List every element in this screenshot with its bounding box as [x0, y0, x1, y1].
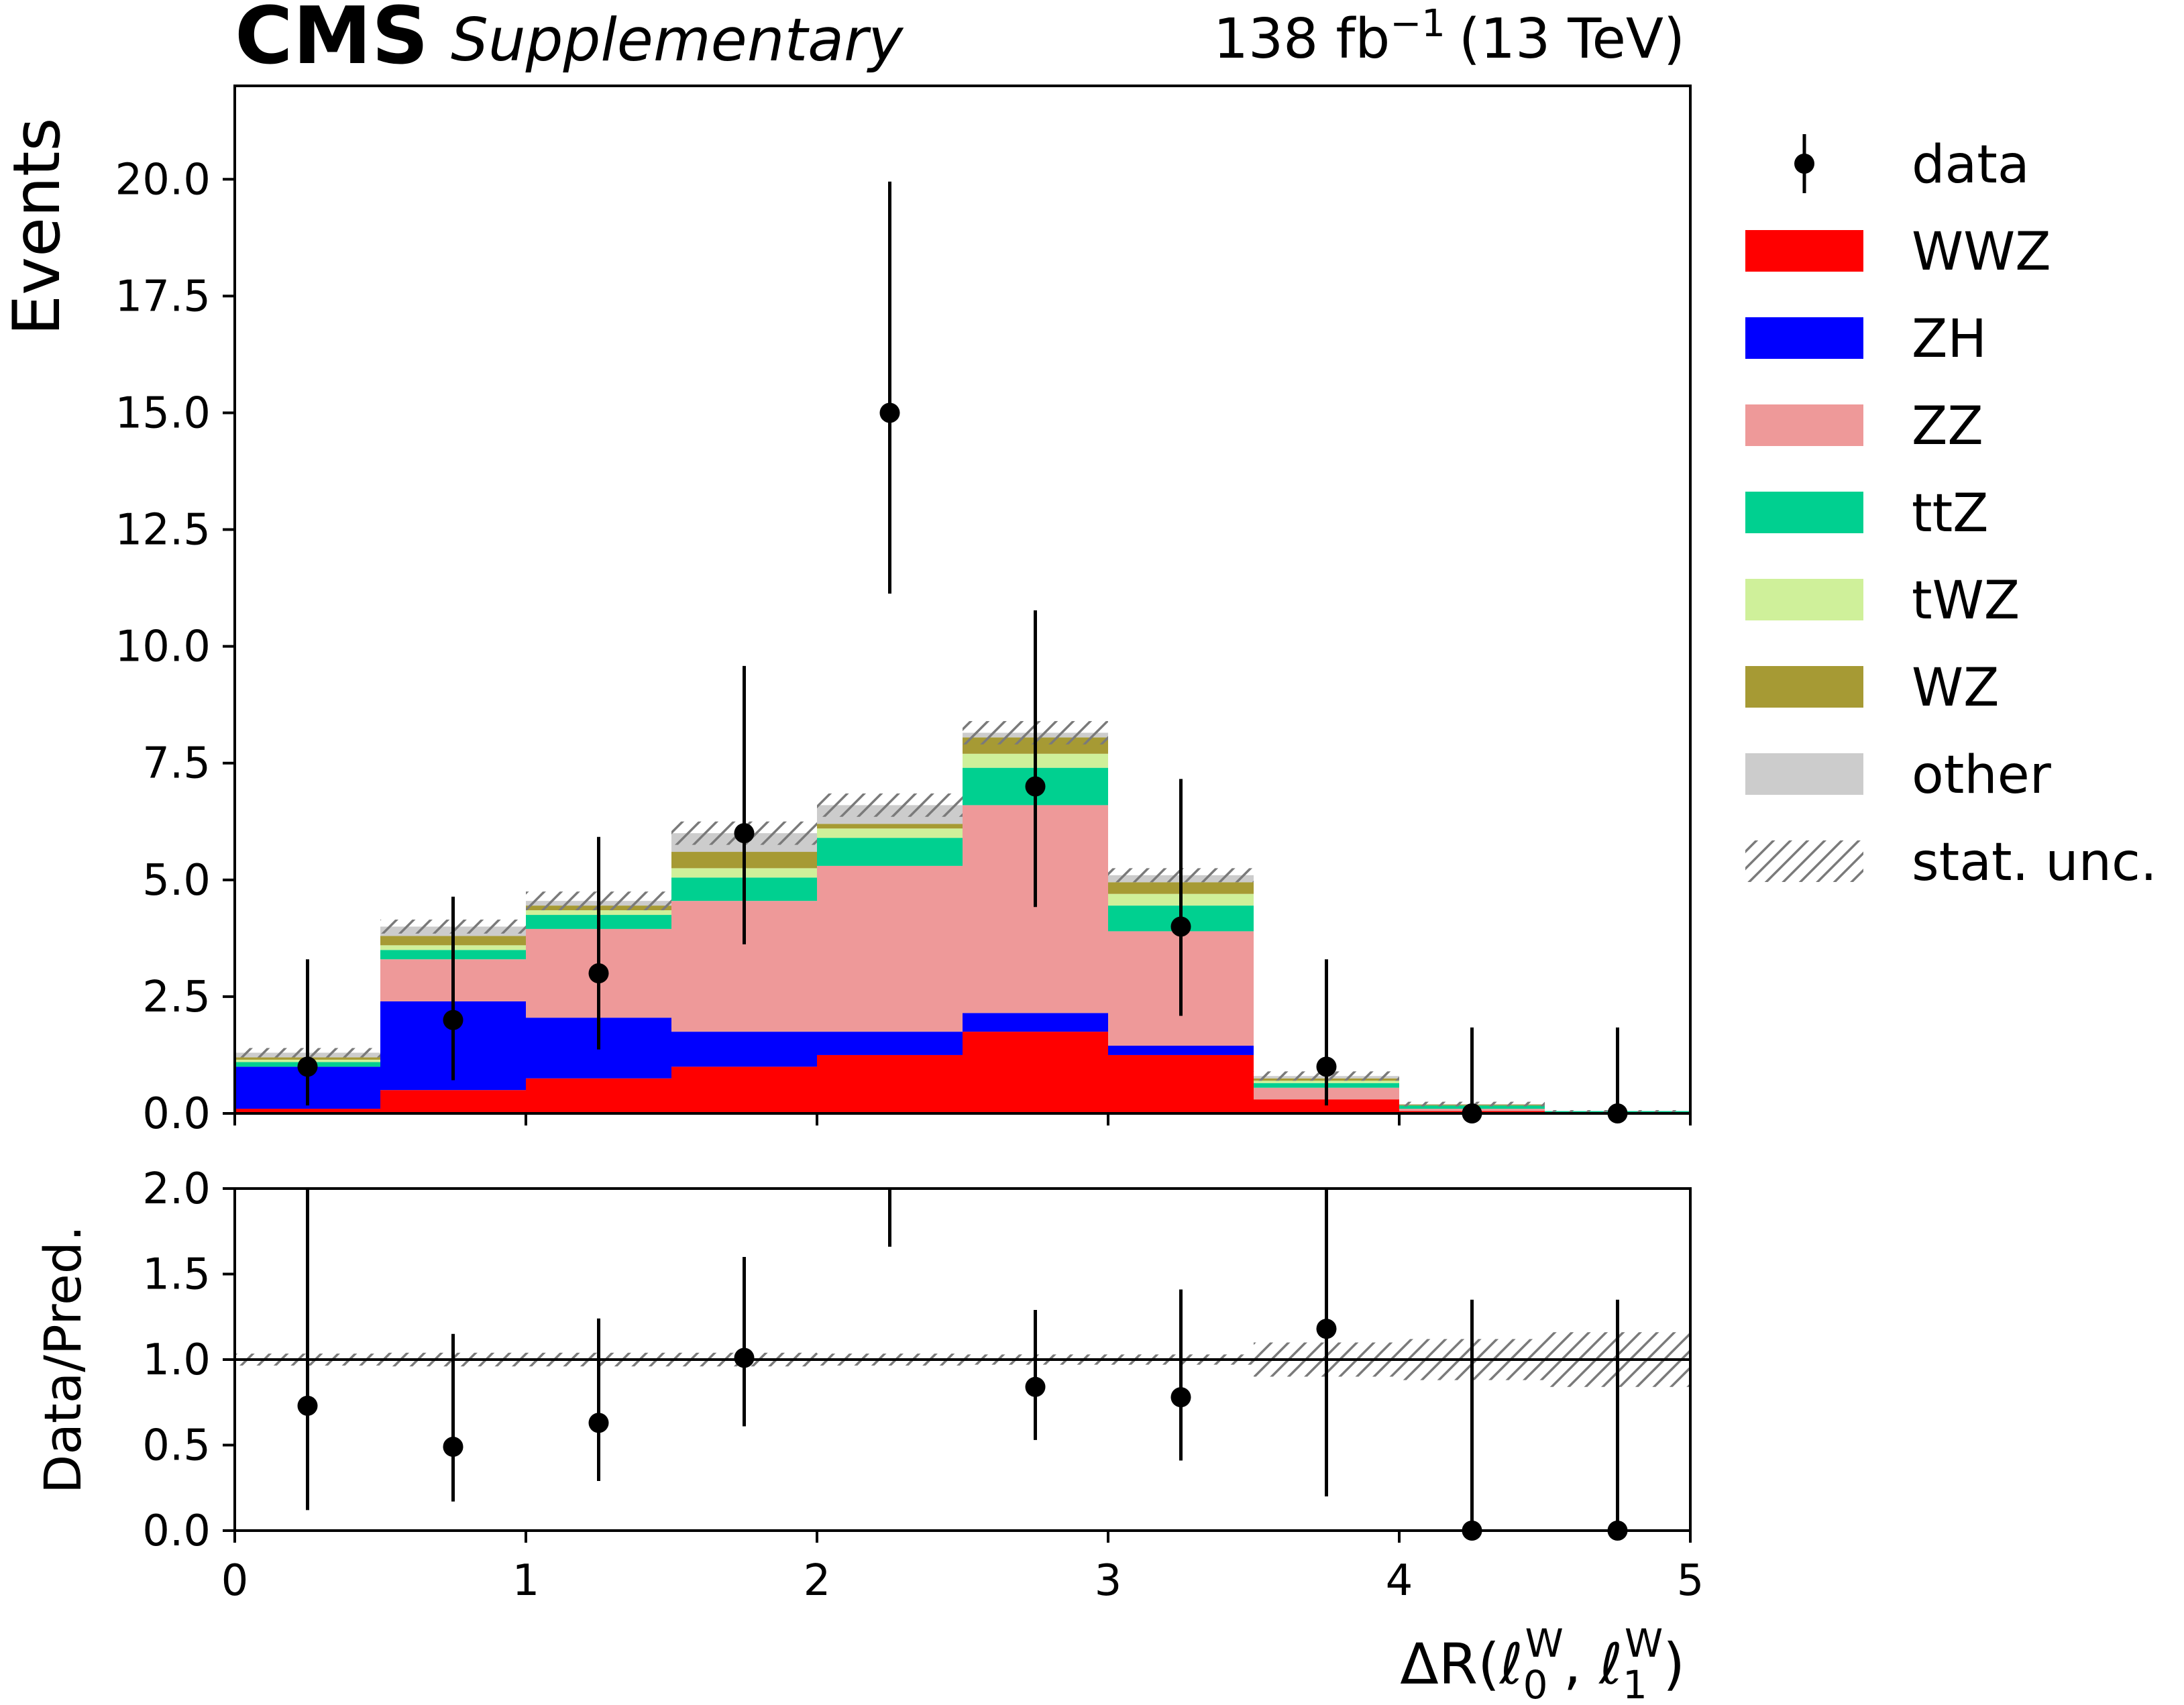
stat-unc-4 — [817, 793, 963, 817]
bar-ZH-4 — [817, 1032, 963, 1055]
bottom-x-axis: 0 1 2 3 4 5 — [221, 1531, 1704, 1606]
ratio-point-7 — [1316, 1319, 1337, 1339]
legend-label-7: other — [1912, 745, 2052, 806]
legend-swatch-ZH — [1745, 317, 1863, 359]
x-label-sup1: W — [1625, 1620, 1663, 1666]
legend-swatch-ttZ — [1745, 492, 1863, 533]
xtick-label-5: 5 — [1677, 1556, 1704, 1606]
bar-ZH-5 — [963, 1013, 1108, 1032]
bar-WWZ-5 — [963, 1032, 1108, 1113]
top-ytick-label-3: 7.5 — [142, 739, 211, 789]
legend-swatch-tWZ — [1745, 579, 1863, 620]
top-ytick-label-1: 2.5 — [142, 973, 211, 1022]
legend-label-4: ttZ — [1912, 484, 1989, 544]
ratio-point-6 — [1170, 1387, 1191, 1408]
legend-swatch-WWZ — [1745, 230, 1863, 272]
bottom-y-axis-label: Data/Pred. — [33, 1225, 93, 1494]
bar-WWZ-1 — [380, 1090, 526, 1113]
ratio-point-3 — [734, 1348, 755, 1368]
bottom-panel: 0.0 0.5 1.0 1.5 2.0 0 1 2 3 4 5 Data/Pred. — [33, 1164, 1704, 1606]
bar-ttZ-4 — [817, 838, 963, 866]
bottom-ytick-label-3: 1.5 — [142, 1250, 211, 1300]
data-point-4 — [879, 402, 900, 423]
data-point-3 — [734, 823, 755, 844]
ratio-point-5 — [1025, 1376, 1046, 1397]
lumi-exponent: −1 — [1390, 2, 1445, 46]
top-ytick-label-7: 17.5 — [115, 272, 211, 321]
lumi-label: 138 fb−1 (13 TeV) — [1213, 2, 1685, 71]
x-label-end: ) — [1663, 1631, 1685, 1697]
ratio-point-2 — [588, 1413, 609, 1433]
xtick-label-1: 1 — [512, 1556, 540, 1606]
x-axis-label: ΔR(ℓ0W, ℓ1W) — [1400, 1620, 1685, 1705]
top-ytick-label-0: 0.0 — [142, 1089, 211, 1139]
bottom-ytick-label-4: 2.0 — [142, 1164, 211, 1214]
legend-label-3: ZZ — [1912, 396, 1983, 457]
top-y-axis: 0.0 2.5 5.0 7.5 10.0 12.5 15.0 17.5 20.0 — [115, 155, 235, 1139]
x-label-main: ΔR(ℓ — [1400, 1631, 1523, 1697]
legend-label-5: tWZ — [1912, 571, 2020, 631]
supplementary-label: Supplementary — [451, 5, 904, 74]
bar-WWZ-6 — [1108, 1054, 1254, 1113]
legend-label-2: ZH — [1912, 309, 1987, 370]
energy-value: (13 TeV) — [1459, 7, 1685, 71]
bar-ZZ-4 — [817, 865, 963, 1032]
bar-WWZ-2 — [526, 1078, 671, 1113]
bottom-y-axis: 0.0 0.5 1.0 1.5 2.0 — [142, 1164, 235, 1556]
xtick-label-4: 4 — [1386, 1556, 1413, 1606]
xtick-label-3: 3 — [1095, 1556, 1122, 1606]
top-ytick-label-8: 20.0 — [115, 155, 211, 205]
bar-WWZ-4 — [817, 1054, 963, 1113]
top-ytick-label-6: 15.0 — [115, 388, 211, 438]
legend-label-6: WZ — [1912, 658, 2000, 718]
cms-label: CMS — [235, 0, 429, 82]
x-label-sub0: 0 — [1523, 1662, 1548, 1705]
legend-swatch-ZZ — [1745, 404, 1863, 446]
data-point-0 — [297, 1056, 318, 1077]
legend-label-1: WWZ — [1912, 222, 2051, 282]
legend-swatch-WZ — [1745, 666, 1863, 708]
data-points — [297, 181, 1628, 1123]
bar-tWZ-4 — [817, 828, 963, 838]
bottom-ytick-label-2: 1.0 — [142, 1335, 211, 1385]
x-label-sup0: W — [1525, 1620, 1563, 1666]
top-ytick-label-4: 10.0 — [115, 622, 211, 672]
data-point-7 — [1316, 1056, 1337, 1077]
top-ytick-label-5: 12.5 — [115, 506, 211, 555]
data-point-6 — [1170, 916, 1191, 937]
data-point-5 — [1025, 776, 1046, 797]
bar-ZH-6 — [1108, 1046, 1254, 1055]
data-point-1 — [443, 1009, 463, 1030]
bar-WZ-4 — [817, 824, 963, 829]
top-panel: 0.0 2.5 5.0 7.5 10.0 12.5 15.0 17.5 20.0 Events — [0, 85, 1692, 1139]
legend-label-0: data — [1912, 135, 2030, 195]
legend-label-8: stat. unc. — [1912, 832, 2157, 893]
legend: data WWZ ZH ZZ ttZ tWZ WZ other stat. unc. — [1745, 134, 2157, 893]
top-frame — [233, 85, 1692, 1115]
bottom-ytick-label-1: 0.5 — [142, 1421, 211, 1471]
top-ytick-label-2: 5.0 — [142, 856, 211, 905]
x-label-sub1: 1 — [1623, 1662, 1647, 1705]
bar-WWZ-3 — [671, 1066, 817, 1113]
bar-ZH-3 — [671, 1032, 817, 1067]
bar-WWZ-7 — [1254, 1099, 1399, 1113]
bottom-ytick-label-0: 0.0 — [142, 1506, 211, 1556]
legend-marker-data — [1794, 154, 1814, 174]
legend-swatch-other — [1745, 753, 1863, 795]
xtick-label-2: 2 — [804, 1556, 831, 1606]
top-y-axis-label: Events — [0, 117, 74, 335]
x-label-mid: , ℓ — [1564, 1631, 1623, 1697]
lumi-value: 138 fb — [1213, 7, 1390, 71]
top-x-ticks — [233, 1113, 1692, 1125]
legend-swatch-stat-unc — [1745, 840, 1863, 882]
ratio-point-1 — [443, 1437, 463, 1458]
data-point-2 — [588, 963, 609, 984]
xtick-label-0: 0 — [221, 1556, 249, 1606]
bar-WWZ-0 — [235, 1109, 380, 1113]
ratio-point-0 — [297, 1395, 318, 1416]
